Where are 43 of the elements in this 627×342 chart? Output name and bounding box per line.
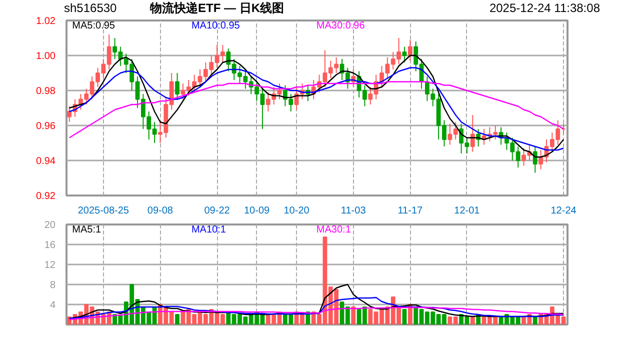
candlestick <box>402 46 407 63</box>
bar <box>470 316 475 324</box>
x-tick-label: 09-22 <box>204 206 230 216</box>
text: MA30:1 <box>316 224 352 236</box>
y-tick-label: 4 <box>50 300 56 311</box>
text: 2025-12-24 11:38:08 <box>488 0 600 17</box>
text: MA30:0.96 <box>316 20 366 32</box>
candlestick <box>408 39 412 62</box>
text: MA10:0.95 <box>191 20 240 32</box>
x-tick-label: 2025-08-25 <box>78 206 130 216</box>
x-tick-label: 10-20 <box>284 206 310 216</box>
x-tick-label: 11-17 <box>398 206 424 216</box>
candlestick <box>351 69 356 88</box>
x-tick-label: 09-08 <box>147 206 174 216</box>
x-tick-label: 10-09 <box>244 206 270 216</box>
x-tick-label: 12-01 <box>454 206 480 216</box>
x-tick-label: 11-03 <box>340 206 366 216</box>
line-series <box>68 296 564 320</box>
y-tick-label: 0.94 <box>36 156 56 167</box>
text: sh516530 <box>63 0 118 17</box>
candlestick <box>532 146 538 174</box>
y-tick-label: 8 <box>50 280 56 291</box>
bar <box>175 314 180 324</box>
y-tick-label: 1.02 <box>36 16 56 27</box>
bar <box>402 309 407 324</box>
x-tick-label: 12-24 <box>550 206 577 216</box>
y-tick-label: 20 <box>44 220 56 231</box>
bar <box>351 306 356 324</box>
y-tick-label: 12 <box>44 260 56 271</box>
line-series <box>68 306 564 320</box>
y-tick-label: 0.98 <box>36 86 56 97</box>
y-tick-label: 0.92 <box>36 191 56 202</box>
text: MA5:1 <box>72 224 102 236</box>
chart-title: 物流快递ETF — 日K线图 <box>150 0 285 17</box>
candlestick <box>470 114 475 152</box>
text: MA10:1 <box>191 224 226 236</box>
y-tick-label: 1.00 <box>36 51 56 62</box>
bar <box>532 316 538 324</box>
y-tick-label: 16 <box>44 240 56 251</box>
text: MA5:0.95 <box>72 20 116 32</box>
line-series <box>68 284 564 320</box>
candlestick <box>175 72 180 100</box>
y-tick-label: 0.96 <box>36 121 56 132</box>
